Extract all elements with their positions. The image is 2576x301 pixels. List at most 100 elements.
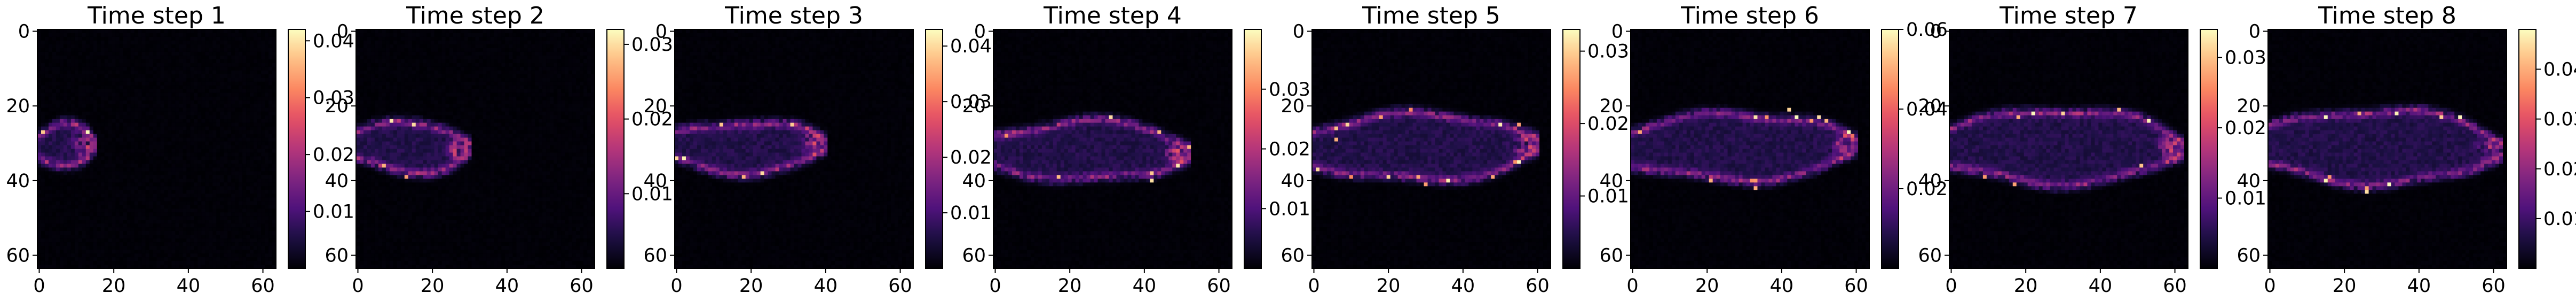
- heatmap-cell: [250, 59, 254, 63]
- heatmap-cell: [49, 74, 52, 78]
- heatmap-cell: [120, 33, 123, 37]
- heatmap-cell: [157, 56, 161, 59]
- heatmap-cell: [101, 52, 105, 56]
- heatmap-cell: [49, 29, 52, 33]
- heatmap-cell: [153, 86, 157, 89]
- heatmap-cell: [90, 82, 93, 86]
- heatmap-cell: [216, 33, 220, 37]
- heatmap-cell: [123, 33, 127, 37]
- heatmap-cell: [239, 29, 242, 33]
- heatmap-cell: [41, 74, 45, 78]
- heatmap-cell: [246, 52, 250, 56]
- heatmap-cell: [67, 71, 71, 74]
- heatmap-cell: [82, 63, 86, 67]
- heatmap-cell: [37, 74, 41, 78]
- heatmap-cell: [146, 59, 149, 63]
- heatmap-cell: [257, 48, 261, 52]
- heatmap-cell: [90, 52, 93, 56]
- heatmap-cell: [116, 37, 120, 41]
- heatmap-cell: [194, 41, 197, 44]
- heatmap-cell: [231, 78, 235, 82]
- heatmap-cell: [265, 29, 268, 33]
- heatmap-cell: [183, 67, 186, 71]
- heatmap-cell: [97, 33, 101, 37]
- heatmap-cell: [164, 52, 168, 56]
- heatmap-cell: [153, 48, 157, 52]
- heatmap-cell: [75, 52, 78, 56]
- heatmap-cell: [60, 41, 64, 44]
- heatmap-cell: [179, 86, 183, 89]
- heatmap-cell: [175, 52, 179, 56]
- heatmap-cell: [120, 48, 123, 52]
- heatmap-cell: [212, 56, 216, 59]
- heatmap-cell: [254, 59, 257, 63]
- heatmap-cell: [265, 74, 268, 78]
- heatmap-cell: [149, 56, 153, 59]
- heatmap-cell: [242, 82, 246, 86]
- heatmap-cell: [160, 29, 164, 33]
- heatmap-cell: [194, 37, 197, 41]
- heatmap-cell: [179, 78, 183, 82]
- heatmap-cell: [108, 67, 112, 71]
- heatmap-cell: [246, 74, 250, 78]
- heatmap-cell: [153, 41, 157, 44]
- heatmap-cell: [183, 86, 186, 89]
- heatmap-cell: [175, 56, 179, 59]
- heatmap-cell: [105, 37, 108, 41]
- heatmap-cell: [97, 74, 101, 78]
- heatmap-cell: [45, 74, 49, 78]
- heatmap-cell: [67, 44, 71, 48]
- heatmap-cell: [175, 48, 179, 52]
- heatmap-cell: [52, 78, 56, 82]
- heatmap-cell: [142, 41, 146, 44]
- heatmap-cell: [246, 67, 250, 71]
- heatmap-cell: [75, 67, 78, 71]
- heatmap-cell: [265, 56, 268, 59]
- heatmap-cell: [179, 33, 183, 37]
- heatmap-cell: [201, 59, 205, 63]
- heatmap-cell: [64, 63, 67, 67]
- heatmap-cell: [201, 67, 205, 71]
- heatmap-cell: [179, 52, 183, 56]
- heatmap-cell: [194, 71, 197, 74]
- heatmap-cell: [149, 82, 153, 86]
- heatmap-cell: [235, 67, 239, 71]
- heatmap-cell: [78, 56, 82, 59]
- heatmap-cell: [227, 63, 231, 67]
- heatmap-cell: [231, 74, 235, 78]
- heatmap-cell: [97, 67, 101, 71]
- heatmap-cell: [71, 44, 75, 48]
- heatmap-cell: [127, 33, 131, 37]
- heatmap-cell: [78, 63, 82, 67]
- heatmap-cell: [97, 56, 101, 59]
- heatmap-cell: [67, 29, 71, 33]
- heatmap-cell: [268, 74, 272, 78]
- heatmap-cell: [86, 37, 90, 41]
- heatmap-cell: [116, 67, 120, 71]
- heatmap-cell: [246, 33, 250, 37]
- heatmap-cell: [171, 59, 175, 63]
- heatmap-cell: [120, 41, 123, 44]
- heatmap-cell: [216, 67, 220, 71]
- heatmap-cell: [239, 82, 242, 86]
- heatmap-cell: [179, 67, 183, 71]
- heatmap-cell: [56, 63, 60, 67]
- heatmap-cell: [220, 59, 224, 63]
- heatmap-cell: [67, 74, 71, 78]
- heatmap-cell: [220, 63, 224, 67]
- heatmap-cell: [93, 78, 97, 82]
- heatmap-cell: [82, 56, 86, 59]
- heatmap-cell: [97, 59, 101, 63]
- heatmap-cell: [127, 86, 131, 89]
- heatmap-cell: [224, 78, 227, 82]
- heatmap-cell: [242, 48, 246, 52]
- heatmap-cell: [261, 48, 265, 52]
- heatmap-cell: [75, 78, 78, 82]
- heatmap-cell: [52, 56, 56, 59]
- heatmap-cell: [56, 52, 60, 56]
- heatmap-cell: [190, 52, 194, 56]
- heatmap-cell: [82, 41, 86, 44]
- heatmap-cell: [179, 29, 183, 33]
- heatmap-cell: [146, 82, 149, 86]
